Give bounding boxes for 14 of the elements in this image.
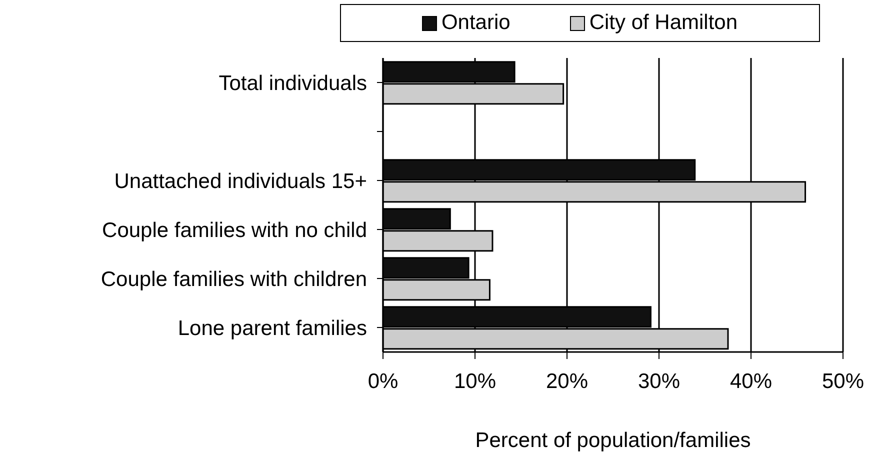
y-tick-label: Lone parent families	[178, 316, 367, 340]
x-tick-label: 50%	[822, 370, 864, 393]
x-tick-label: 40%	[730, 370, 772, 393]
y-tick-label: Couple families with children	[100, 268, 367, 291]
x-tick-label: 10%	[454, 370, 496, 393]
x-tick-label: 0%	[368, 370, 398, 393]
legend-label: City of Hamilton	[589, 11, 738, 35]
y-tick-label: Couple families with no child	[102, 218, 367, 242]
y-tick-label: Total individuals	[218, 72, 367, 95]
x-tick-label: 20%	[546, 370, 588, 393]
x-tick-label: 30%	[638, 370, 680, 393]
legend-label: Ontario	[441, 11, 510, 35]
y-tick-label: Unattached individuals 15+	[114, 170, 367, 193]
x-axis-title: Percent of population/families	[475, 429, 751, 452]
